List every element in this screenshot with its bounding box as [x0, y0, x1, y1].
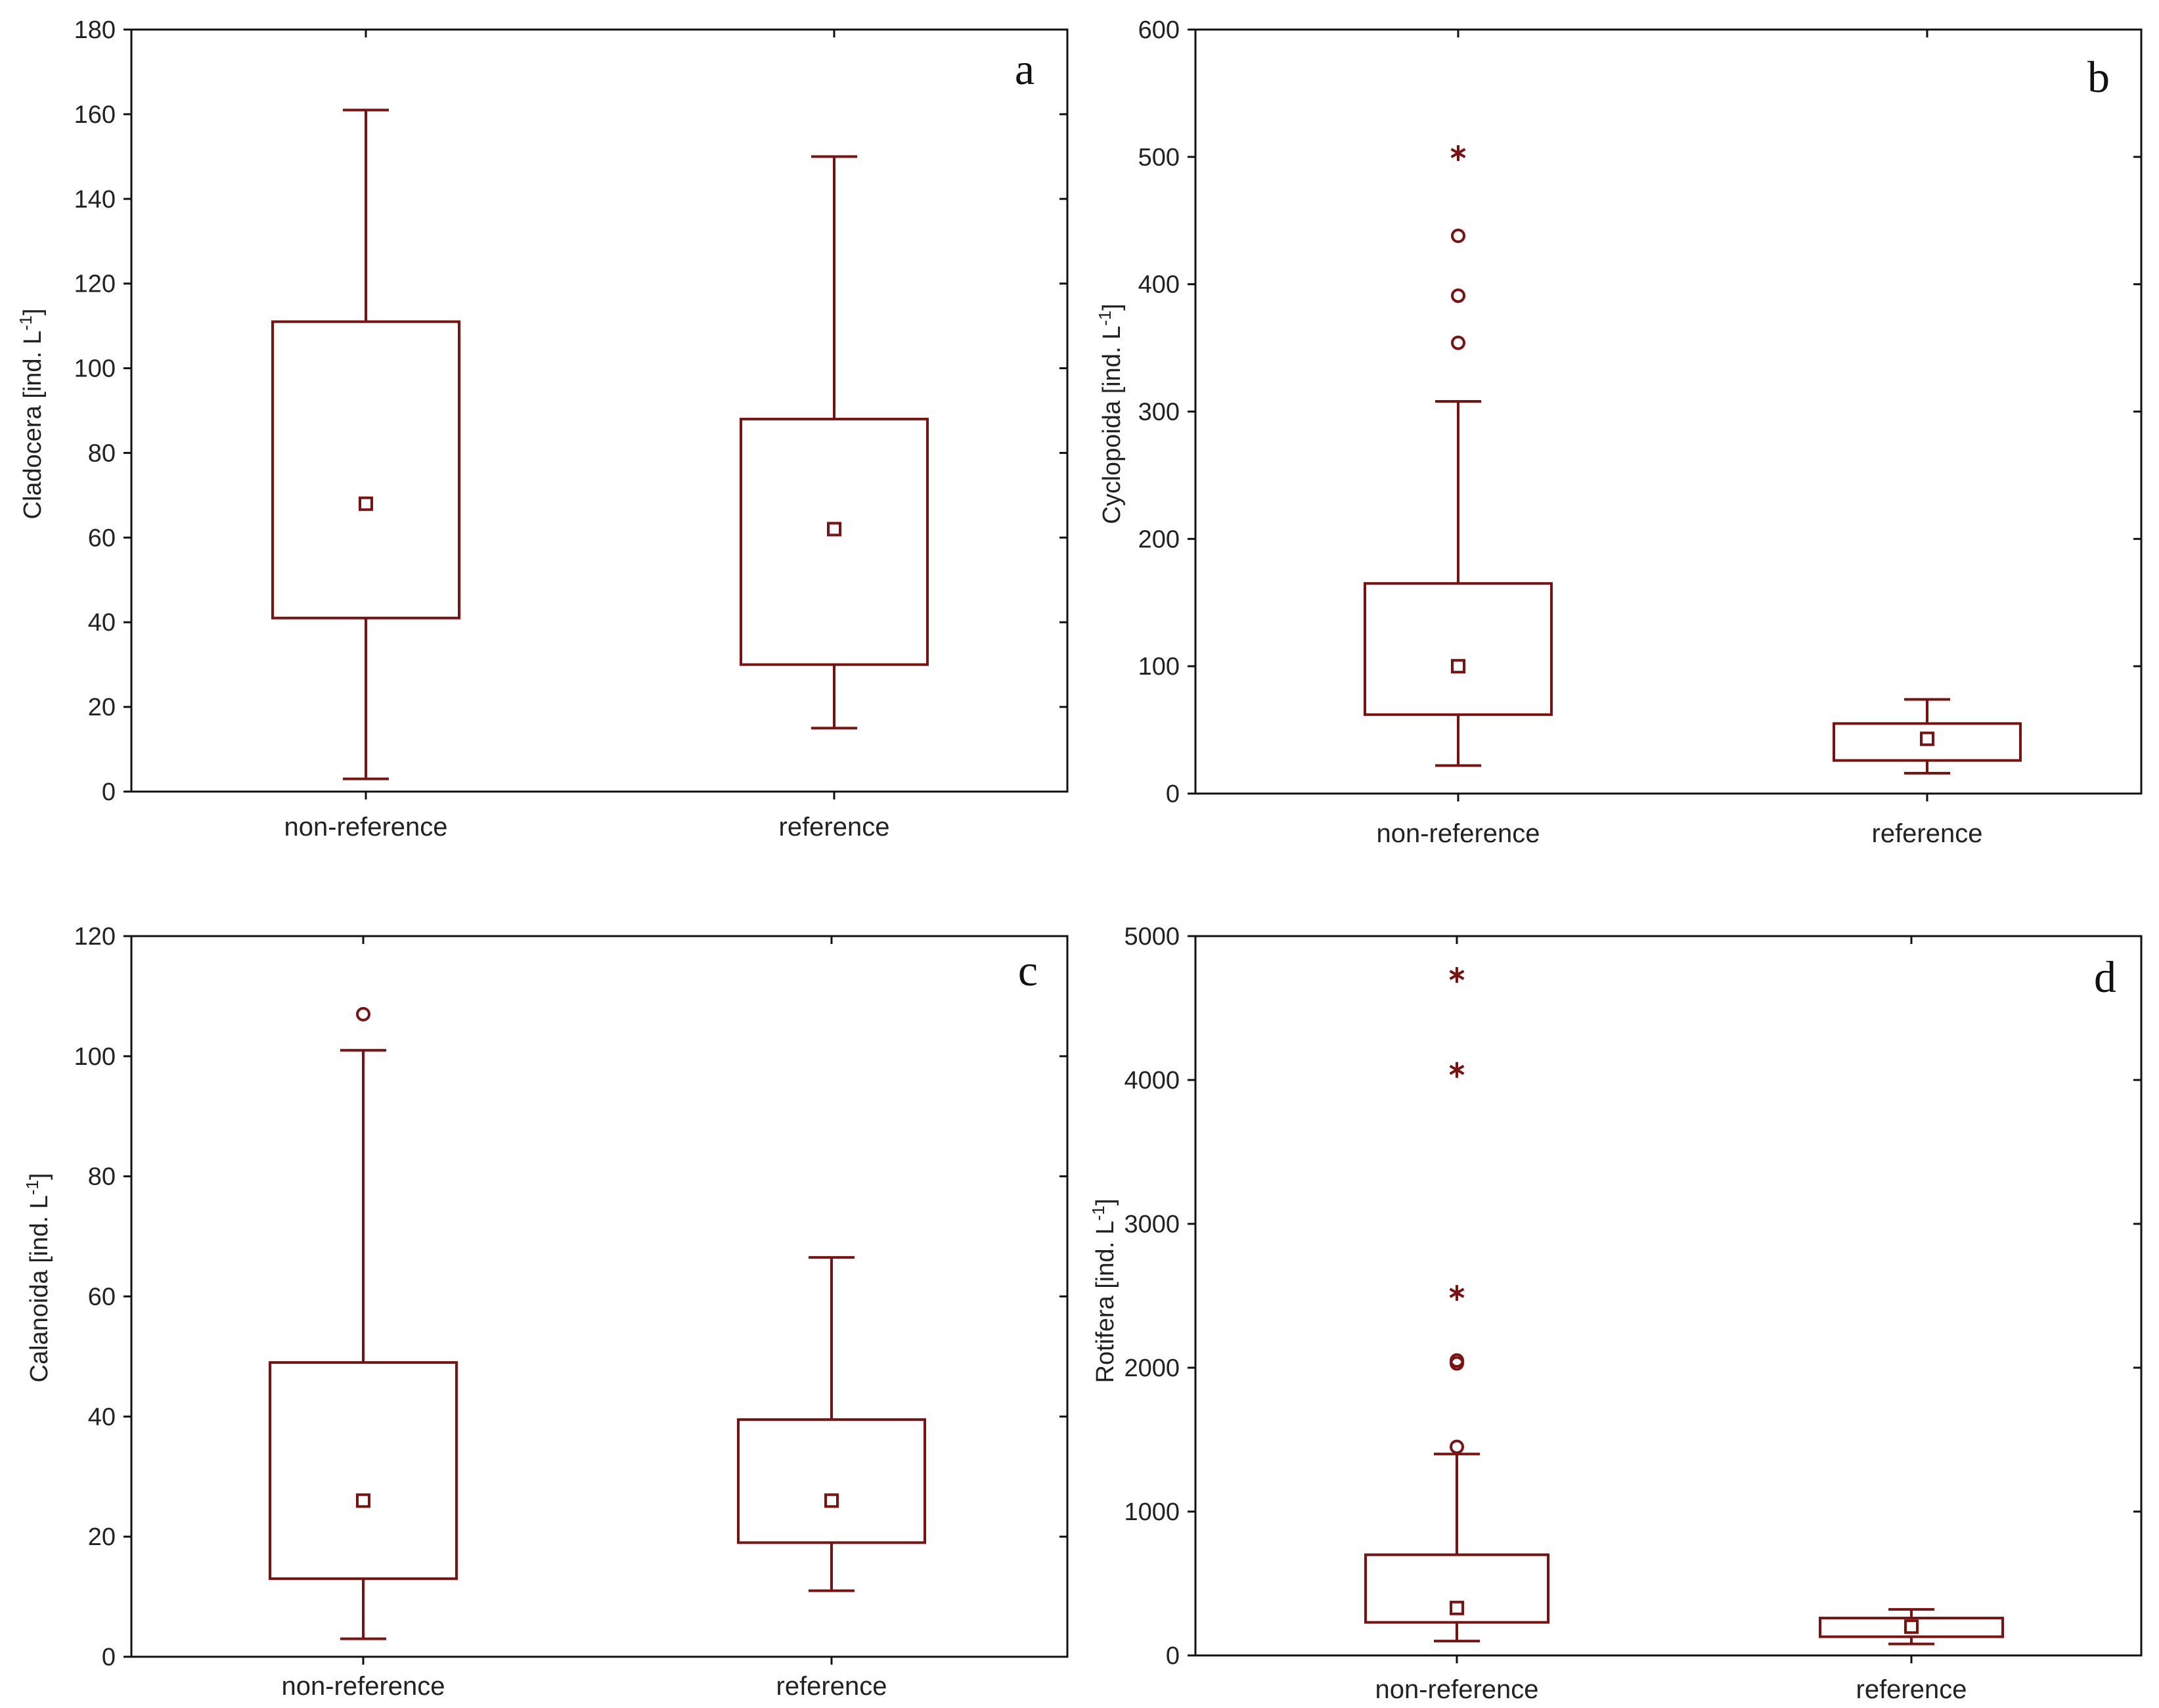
- outlier-point: [356, 1006, 370, 1022]
- outlier-point: [1451, 229, 1465, 244]
- y-tick-label: 20: [88, 694, 116, 721]
- panel-letter: a: [1015, 44, 1035, 94]
- y-tick-label: 0: [102, 778, 116, 806]
- outlier-point: [1451, 335, 1465, 350]
- box-iqr: [737, 1418, 926, 1544]
- y-tick-label: 40: [88, 1403, 116, 1431]
- median-marker: [1450, 1600, 1464, 1615]
- median-marker: [1451, 659, 1465, 674]
- outlier-point: [1450, 1439, 1464, 1454]
- y-tick-label: 200: [1138, 526, 1180, 553]
- y-axis-label: Rotifera [ind. L-1]: [1088, 1199, 1119, 1383]
- plot-frame: [130, 28, 1069, 793]
- y-tick-label: 120: [74, 271, 116, 298]
- extreme-point-stroke: [1450, 148, 1466, 158]
- median-marker: [827, 522, 841, 537]
- y-tick-label: 3000: [1124, 1211, 1180, 1238]
- extreme-point-stroke: [1449, 1064, 1465, 1075]
- x-category-label: reference: [1872, 819, 1983, 848]
- y-tick-label: 2000: [1124, 1355, 1180, 1382]
- panel-letter: c: [1018, 945, 1038, 995]
- box-iqr: [1833, 722, 2022, 762]
- x-category-label: reference: [779, 813, 890, 842]
- y-tick-label: 1000: [1124, 1498, 1180, 1526]
- x-category-label: non-reference: [1375, 1675, 1538, 1704]
- y-tick-label: 0: [1166, 1642, 1180, 1670]
- y-tick-label: 4000: [1124, 1067, 1180, 1094]
- plot-frame: [1194, 28, 2143, 795]
- median-marker: [1904, 1619, 1919, 1634]
- y-tick-label: 400: [1138, 271, 1180, 299]
- x-category-label: non-reference: [281, 1672, 445, 1701]
- y-tick-label: 160: [74, 101, 116, 129]
- extreme-point: [1449, 1062, 1465, 1078]
- extreme-point-stroke: [1449, 970, 1465, 980]
- y-tick-label: 0: [1166, 780, 1180, 808]
- box-iqr: [269, 1361, 458, 1581]
- median-marker: [356, 1493, 370, 1508]
- y-tick-label: 600: [1138, 16, 1180, 44]
- outlier-point: [1450, 1353, 1464, 1368]
- median-marker: [359, 496, 373, 511]
- box-iqr: [1819, 1617, 2004, 1638]
- y-tick-label: 120: [74, 923, 116, 951]
- x-category-label: reference: [776, 1672, 887, 1701]
- median-marker: [1920, 731, 1934, 746]
- y-tick-label: 100: [1138, 653, 1180, 681]
- box-iqr: [1364, 582, 1553, 716]
- y-tick-label: 20: [88, 1523, 116, 1551]
- chart-panel-b: b Cyclopoida [ind. L-1] non-reference re…: [1095, 16, 2143, 848]
- extreme-point: [1449, 1285, 1465, 1301]
- chart-panel-c: c Calanoida [ind. L-1] non-reference ref…: [22, 923, 1069, 1701]
- panel-letter: b: [2087, 52, 2110, 102]
- chart-panel-d: d Rotifera [ind. L-1] non-reference refe…: [1088, 923, 2143, 1704]
- chart-panel-a: a Cladocera [ind. L-1] non-reference ref…: [16, 16, 1069, 842]
- y-tick-label: 40: [88, 609, 116, 637]
- y-tick-label: 80: [88, 1163, 116, 1191]
- y-axis-label: Cyclopoida [ind. L-1]: [1095, 303, 1126, 524]
- x-category-label: non-reference: [284, 813, 447, 842]
- y-tick-label: 500: [1138, 144, 1180, 171]
- y-tick-label: 60: [88, 524, 116, 552]
- x-category-label: reference: [1856, 1675, 1967, 1704]
- y-tick-label: 80: [88, 439, 116, 467]
- box-iqr: [740, 417, 929, 666]
- plot-frame: [130, 935, 1069, 1658]
- y-tick-label: 100: [74, 1043, 116, 1071]
- y-tick-label: 100: [74, 355, 116, 383]
- extreme-point: [1449, 967, 1465, 983]
- y-axis-label: Cladocera [ind. L-1]: [16, 309, 47, 520]
- y-tick-label: 5000: [1124, 923, 1180, 951]
- box-iqr: [1364, 1553, 1549, 1624]
- extreme-point: [1450, 145, 1466, 162]
- extreme-point-stroke: [1449, 1288, 1465, 1298]
- outlier-point: [1451, 288, 1465, 303]
- y-tick-label: 140: [74, 186, 116, 214]
- box-iqr: [271, 320, 460, 619]
- y-axis-label: Calanoida [ind. L-1]: [22, 1173, 53, 1383]
- y-tick-label: 0: [102, 1644, 116, 1671]
- y-tick-label: 300: [1138, 399, 1180, 426]
- plot-frame: [1194, 935, 2143, 1657]
- y-tick-label: 180: [74, 16, 116, 44]
- y-tick-label: 60: [88, 1284, 116, 1311]
- x-category-label: non-reference: [1376, 819, 1540, 848]
- median-marker: [824, 1493, 839, 1508]
- panel-letter: d: [2094, 952, 2116, 1002]
